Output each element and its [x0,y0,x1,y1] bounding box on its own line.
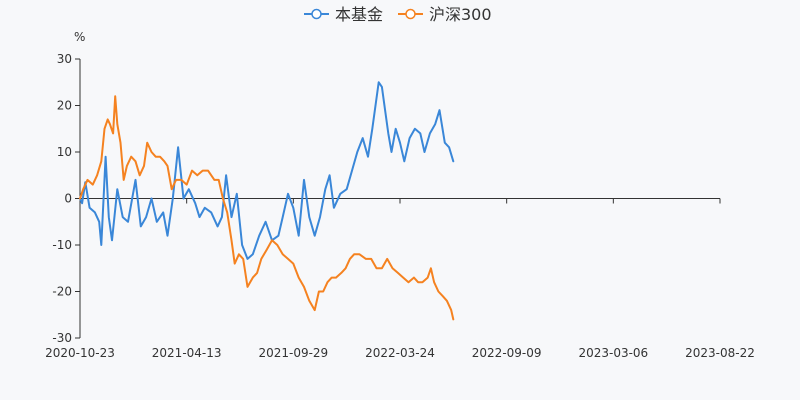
legend-marker-icon [405,8,416,20]
x-tick-label: 2021-09-29 [258,346,328,360]
y-tick-label: 30 [57,52,72,66]
y-axis-unit: % [74,30,85,44]
x-tick-label: 2023-03-06 [578,346,648,360]
legend-item-fund[interactable]: 本基金 [304,5,383,24]
x-tick-label: 2023-08-22 [685,346,755,360]
legend-label: 本基金 [335,5,383,24]
y-tick-label: -20 [52,285,72,299]
y-tick-label: 0 [64,192,72,206]
y-tick-label: -10 [52,238,72,252]
series-group [79,81,455,321]
legend: 本基金 沪深300 [304,5,492,24]
series-line-fund[interactable] [79,81,455,260]
legend-marker-icon [311,8,322,20]
legend-label: 沪深300 [429,5,492,24]
y-tick-label: 20 [57,99,72,113]
y-tick-label: -30 [52,331,72,345]
series-line-csi300[interactable] [79,95,455,321]
y-tick-label: 10 [57,145,72,159]
legend-item-csi300[interactable]: 沪深300 [398,5,492,24]
x-tick-label: 2020-10-23 [45,346,115,360]
x-tick-label: 2022-09-09 [472,346,542,360]
x-tick-label: 2022-03-24 [365,346,435,360]
x-tick-label: 2021-04-13 [152,346,222,360]
